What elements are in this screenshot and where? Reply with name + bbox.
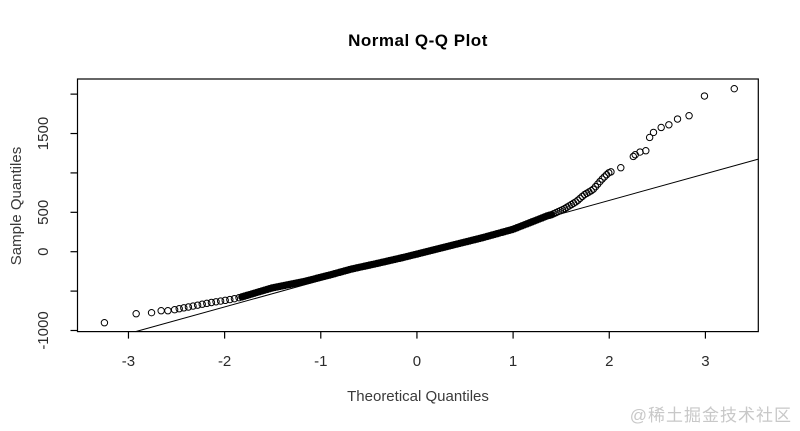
x-axis-tick-label: -2 (218, 353, 231, 370)
x-axis-tick-label: -1 (314, 353, 327, 370)
x-axis-tick-label: 3 (701, 353, 709, 370)
data-point (184, 303, 193, 311)
data-point (607, 168, 615, 176)
data-point (700, 92, 709, 100)
data-point (589, 185, 598, 193)
x-axis-tick-label: 1 (509, 353, 517, 370)
data-point (175, 305, 183, 313)
data-point (673, 115, 682, 123)
data-point (657, 123, 665, 132)
x-axis-tick-label: 0 (413, 353, 421, 370)
data-point (587, 187, 595, 195)
data-point (665, 121, 673, 129)
data-point (596, 177, 604, 186)
data-point (189, 302, 197, 310)
data-point (147, 308, 156, 317)
y-axis-tick-label: 1500 (35, 117, 52, 150)
data-point (100, 318, 109, 327)
data-point (230, 294, 239, 303)
data-point (574, 196, 582, 204)
data-point (221, 296, 229, 305)
y-axis-tick-label: 0 (35, 248, 52, 256)
data-point (645, 133, 654, 142)
data-point (164, 307, 172, 315)
data-point (193, 301, 202, 309)
y-axis-tick-label: -1000 (35, 311, 52, 349)
data-point (591, 182, 600, 191)
data-point (598, 175, 606, 183)
chart-title: Normal Q-Q Plot (348, 31, 488, 50)
data-point (649, 128, 658, 137)
data-point (576, 194, 584, 203)
data-point (212, 298, 220, 306)
data-point (629, 152, 637, 161)
x-axis-label: Theoretical Quantiles (347, 388, 489, 405)
plot-border (76, 78, 759, 333)
data-point (594, 180, 602, 188)
data-point (216, 297, 225, 305)
data-point (600, 173, 609, 181)
data-point (642, 146, 650, 155)
data-point (157, 307, 165, 315)
data-point (203, 299, 211, 308)
y-axis-tick-label: 500 (35, 200, 52, 225)
data-point (572, 198, 580, 206)
data-point (170, 305, 179, 314)
data-point (198, 300, 206, 308)
y-axis-label: Sample Quantiles (8, 146, 25, 266)
x-axis-tick-label: 2 (605, 353, 613, 370)
data-point (617, 164, 625, 172)
data-point (180, 304, 188, 312)
data-point (685, 112, 693, 120)
data-point (207, 298, 216, 307)
x-axis-tick-label: -3 (122, 353, 135, 370)
data-point (226, 295, 234, 304)
data-point (132, 310, 140, 318)
data-point (631, 151, 639, 159)
watermark-text: @稀土掘金技术社区 (629, 406, 792, 425)
data-point (730, 84, 738, 93)
